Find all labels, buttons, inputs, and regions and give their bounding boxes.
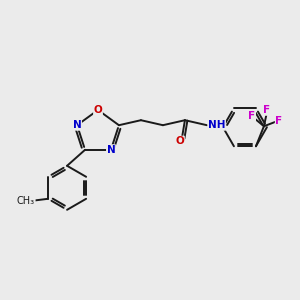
Text: F: F (275, 116, 283, 126)
Text: NH: NH (208, 120, 225, 130)
Text: F: F (263, 105, 271, 115)
Text: F: F (248, 111, 256, 121)
Text: N: N (106, 145, 115, 155)
Text: O: O (176, 136, 184, 146)
Text: CH₃: CH₃ (17, 196, 35, 206)
Text: O: O (94, 105, 102, 115)
Text: N: N (73, 120, 82, 130)
